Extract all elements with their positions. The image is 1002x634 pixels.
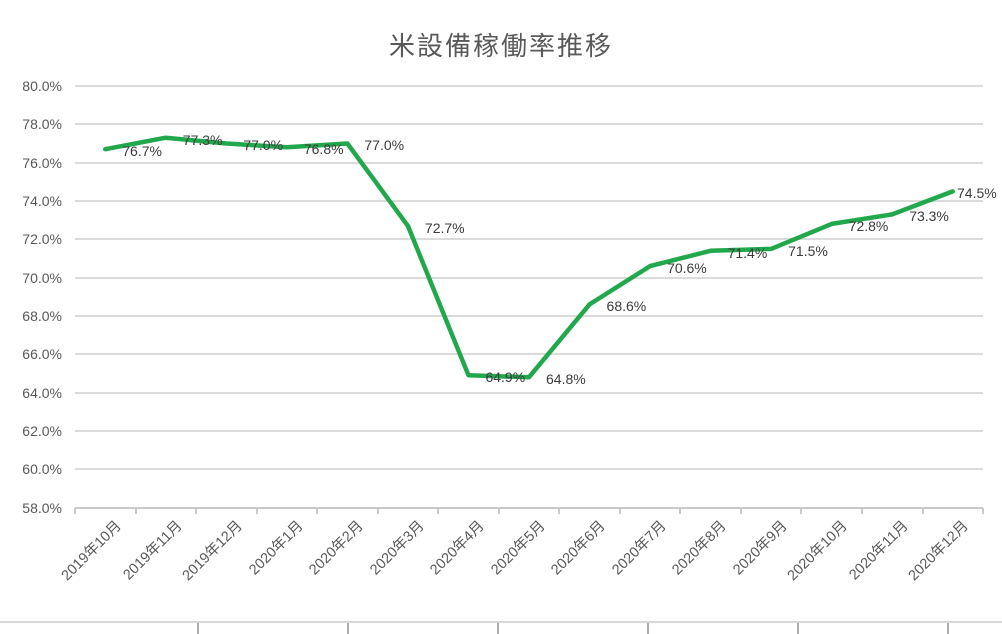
data-label: 77.3% [182,131,223,148]
y-tick-label: 64.0% [22,384,62,401]
y-tick-label: 66.0% [22,346,62,363]
y-tick-label: 70.0% [22,269,62,286]
x-axis-tick [316,507,319,514]
x-axis-tick [558,507,561,514]
y-tick-label: 72.0% [22,231,62,248]
gridline [75,276,983,279]
x-axis-tick [860,507,863,514]
y-tick-label: 80.0% [22,78,62,94]
data-label: 64.9% [485,369,526,386]
data-label: 70.6% [667,260,707,277]
gridline [75,238,983,241]
y-tick-label: 68.0% [22,307,62,324]
x-axis-tick [982,507,984,514]
sheet-cell-border [797,623,799,634]
sheet-cell-border [947,623,949,634]
sheet-cell-border [197,623,199,634]
x-axis-tick [134,507,137,514]
series-line [103,135,955,380]
y-tick-label: 78.0% [22,116,62,133]
x-axis-tick [376,507,379,514]
x-axis-tick [437,507,440,514]
x-axis-tick [195,507,198,514]
data-label: 77.0% [364,137,405,154]
data-label: 72.7% [424,219,465,236]
data-label: 71.5% [788,242,828,259]
x-axis-tick [618,507,621,514]
x-axis-tick [679,507,682,514]
gridline [75,391,983,394]
x-axis-tick [497,507,500,514]
x-axis-line [75,506,983,509]
y-tick-label: 60.0% [22,461,62,478]
x-axis-tick [74,507,76,514]
gridline [75,468,983,471]
y-tick-label: 74.0% [22,192,62,209]
sheet-cell-border [347,623,349,634]
y-tick-label: 58.0% [22,499,62,516]
sheet-cell-border [497,623,499,634]
x-axis-tick [255,507,258,514]
data-label: 76.7% [122,143,162,160]
x-axis-tick [921,507,924,514]
worksheet-gridline [0,621,1002,623]
gridline [75,429,983,432]
data-label: 68.6% [606,298,647,315]
data-label: 74.5% [957,185,997,202]
data-label: 77.0% [243,137,284,154]
gridline [75,85,983,87]
data-label: 64.8% [546,371,586,388]
x-axis-tick [739,507,742,514]
data-label: 71.4% [727,244,768,261]
gridline [75,314,983,317]
x-axis-tick [800,507,803,514]
data-label: 76.8% [303,141,344,158]
gridline [75,199,983,202]
y-tick-label: 62.0% [22,422,62,439]
sheet-cell-border [647,623,649,634]
gridline [75,123,983,126]
data-label: 73.3% [909,208,949,225]
gridline [75,353,983,356]
data-label: 72.8% [848,217,889,234]
gridline [75,161,983,164]
y-tick-label: 76.0% [22,154,62,171]
chart-title: 米設備稼働率推移 [388,31,613,61]
